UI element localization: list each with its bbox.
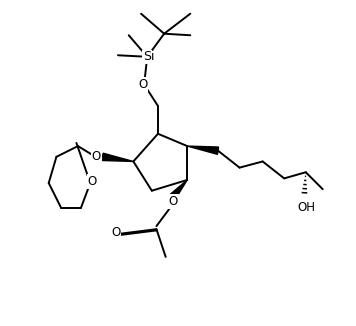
- Text: Si: Si: [143, 50, 155, 63]
- Text: O: O: [169, 195, 178, 208]
- Text: O: O: [111, 226, 120, 239]
- Polygon shape: [102, 153, 134, 161]
- Text: O: O: [92, 150, 101, 163]
- Text: OH: OH: [297, 200, 315, 214]
- Text: O: O: [87, 175, 96, 188]
- Text: O: O: [138, 78, 147, 91]
- Polygon shape: [169, 180, 187, 200]
- Polygon shape: [187, 146, 219, 154]
